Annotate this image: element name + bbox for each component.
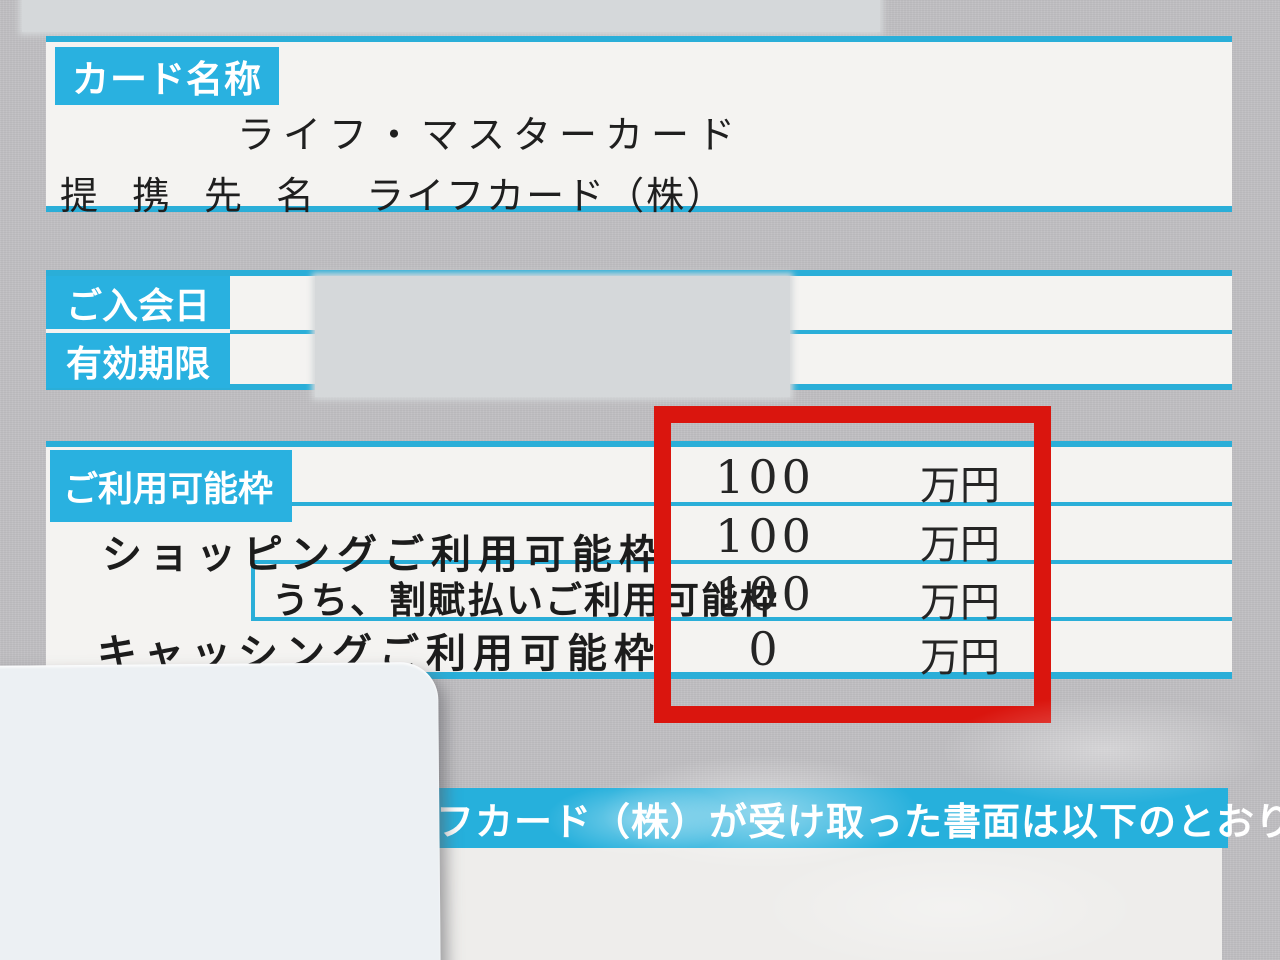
red-highlight-box: [654, 406, 1051, 723]
limits-separator-2: [251, 560, 1232, 564]
expiry-label: 有効期限: [66, 342, 211, 384]
limits-separator-1: [292, 502, 1232, 506]
footer-banner: フカード（株）が受け取った書面は以下のとおりです: [420, 788, 1280, 848]
card-name-label-box: カード名称: [55, 47, 279, 105]
limit-shopping-label: ショッピングご利用可能枠: [102, 533, 666, 577]
footer-paper: [437, 846, 1222, 960]
footer-banner-text: フカード（株）が受け取った書面は以下のとおりです: [436, 801, 1280, 844]
limit-installment-unit: 万円: [920, 580, 1000, 626]
limit-shopping-value: 100: [715, 509, 815, 563]
limit-total-label-box: ご利用可能枠: [50, 450, 292, 522]
expiry-label-box: 有効期限: [46, 333, 230, 388]
limit-total-value: 100: [715, 450, 815, 504]
card-name-label: カード名称: [72, 59, 262, 100]
redaction-blur-top: [22, 0, 880, 32]
limit-shopping-unit: 万円: [920, 522, 1000, 568]
limit-cashing-value: 0: [748, 622, 782, 676]
partner-value: ライフカード（株）: [366, 174, 727, 218]
enrollment-label-box: ご入会日: [46, 276, 230, 329]
limit-total-label: ご利用可能枠: [63, 469, 274, 509]
limit-cashing-unit: 万円: [920, 635, 1000, 681]
limit-installment-value: 100: [715, 567, 815, 621]
redaction-blur-dates: [315, 276, 790, 397]
installment-box-left-border: [251, 560, 255, 621]
partner-label: 提携先名: [60, 174, 349, 218]
partner-row: 提携先名 ライフカード（株）: [60, 165, 726, 220]
card-name-value: ライフ・マスターカード: [237, 113, 744, 157]
limit-total-unit: 万円: [920, 463, 1000, 509]
limits-separator-3: [251, 617, 1232, 621]
enrollment-label: ご入会日: [66, 284, 211, 326]
plastic-card: [0, 661, 441, 960]
limit-installment-label: うち、割賦払いご利用可能枠: [272, 580, 779, 621]
